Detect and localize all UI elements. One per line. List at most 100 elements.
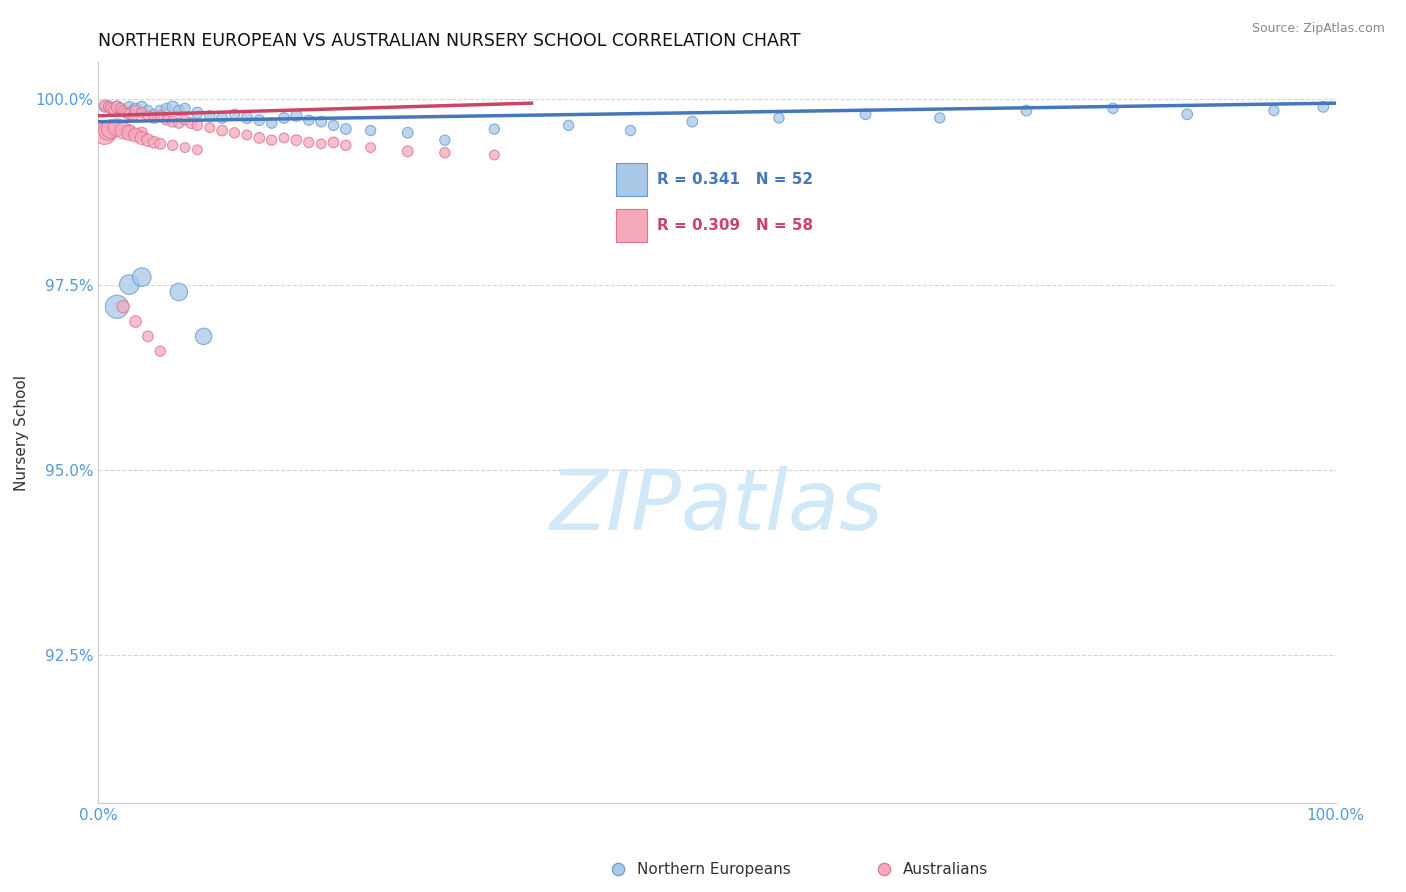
Point bbox=[167, 116, 190, 130]
Point bbox=[198, 120, 221, 135]
Point bbox=[167, 103, 190, 118]
Point bbox=[360, 140, 382, 154]
Point bbox=[557, 119, 579, 133]
Point bbox=[124, 101, 146, 115]
Point bbox=[186, 119, 208, 133]
Point bbox=[236, 128, 259, 142]
Point bbox=[110, 101, 132, 115]
Point bbox=[433, 145, 456, 160]
Point bbox=[247, 113, 270, 128]
Point bbox=[236, 111, 259, 125]
Text: ZIPatlas: ZIPatlas bbox=[550, 467, 884, 547]
Y-axis label: Nursery School: Nursery School bbox=[14, 375, 28, 491]
Point bbox=[122, 103, 145, 118]
Point bbox=[396, 126, 419, 140]
Point bbox=[103, 103, 125, 118]
Point bbox=[105, 122, 128, 136]
Point bbox=[309, 136, 332, 151]
Point bbox=[118, 107, 141, 121]
Point bbox=[260, 133, 283, 147]
Point bbox=[97, 123, 120, 137]
Point bbox=[180, 116, 202, 130]
Point bbox=[124, 314, 146, 328]
Point bbox=[118, 277, 141, 292]
Point bbox=[93, 100, 115, 114]
Text: Source: ZipAtlas.com: Source: ZipAtlas.com bbox=[1251, 22, 1385, 36]
Point bbox=[105, 100, 128, 114]
Point bbox=[110, 101, 132, 115]
Point bbox=[136, 103, 159, 118]
Point bbox=[114, 105, 136, 120]
Point bbox=[136, 109, 159, 123]
Point bbox=[285, 109, 308, 123]
Point bbox=[124, 103, 146, 118]
Point bbox=[298, 113, 321, 128]
Point bbox=[298, 136, 321, 150]
Point bbox=[136, 329, 159, 343]
Point bbox=[260, 116, 283, 130]
Point bbox=[97, 98, 120, 112]
Point bbox=[1312, 100, 1334, 114]
Point bbox=[360, 123, 382, 137]
Text: NORTHERN EUROPEAN VS AUSTRALIAN NURSERY SCHOOL CORRELATION CHART: NORTHERN EUROPEAN VS AUSTRALIAN NURSERY … bbox=[98, 32, 801, 50]
Point bbox=[1175, 107, 1198, 121]
Point bbox=[118, 100, 141, 114]
Point bbox=[162, 138, 184, 153]
Point bbox=[193, 329, 215, 343]
Point bbox=[928, 111, 950, 125]
Point bbox=[186, 105, 208, 120]
Point bbox=[322, 119, 344, 133]
Point bbox=[1015, 103, 1038, 118]
Point bbox=[768, 111, 790, 125]
Point bbox=[112, 300, 135, 314]
Point bbox=[100, 101, 122, 115]
Point bbox=[105, 300, 128, 314]
Point bbox=[167, 285, 190, 299]
Point bbox=[211, 111, 233, 125]
Point bbox=[122, 109, 145, 123]
Point bbox=[162, 100, 184, 114]
Point bbox=[174, 140, 197, 154]
Point bbox=[247, 131, 270, 145]
Point bbox=[131, 131, 153, 145]
Point bbox=[484, 148, 506, 162]
Point bbox=[100, 101, 122, 115]
Point bbox=[118, 126, 141, 140]
Point bbox=[1263, 103, 1285, 118]
Point bbox=[131, 100, 153, 114]
Point bbox=[855, 107, 877, 121]
Point bbox=[103, 103, 125, 118]
Point bbox=[114, 105, 136, 120]
Point bbox=[93, 126, 115, 140]
Point bbox=[322, 136, 344, 150]
Point bbox=[224, 107, 246, 121]
Point bbox=[1102, 101, 1125, 115]
Point bbox=[112, 103, 135, 118]
Text: R = 0.309   N = 58: R = 0.309 N = 58 bbox=[657, 218, 813, 233]
Point bbox=[619, 123, 641, 137]
Bar bbox=[616, 163, 647, 195]
Point bbox=[105, 100, 128, 114]
Bar bbox=[616, 209, 647, 242]
Point bbox=[155, 113, 177, 128]
Point bbox=[124, 128, 146, 142]
Point bbox=[433, 133, 456, 147]
Point bbox=[273, 131, 295, 145]
Point bbox=[149, 136, 172, 151]
Point bbox=[131, 126, 153, 140]
Point bbox=[143, 107, 166, 121]
Point bbox=[224, 126, 246, 140]
Point bbox=[131, 105, 153, 120]
Point bbox=[174, 101, 197, 115]
Point bbox=[273, 111, 295, 125]
Text: Australians: Australians bbox=[903, 862, 988, 877]
Point bbox=[155, 101, 177, 115]
Point bbox=[112, 123, 135, 137]
Point bbox=[681, 114, 703, 128]
Point bbox=[100, 122, 122, 136]
Point bbox=[149, 109, 172, 123]
Point bbox=[112, 103, 135, 118]
Point bbox=[335, 138, 357, 153]
Point bbox=[143, 111, 166, 125]
Point bbox=[211, 123, 233, 137]
